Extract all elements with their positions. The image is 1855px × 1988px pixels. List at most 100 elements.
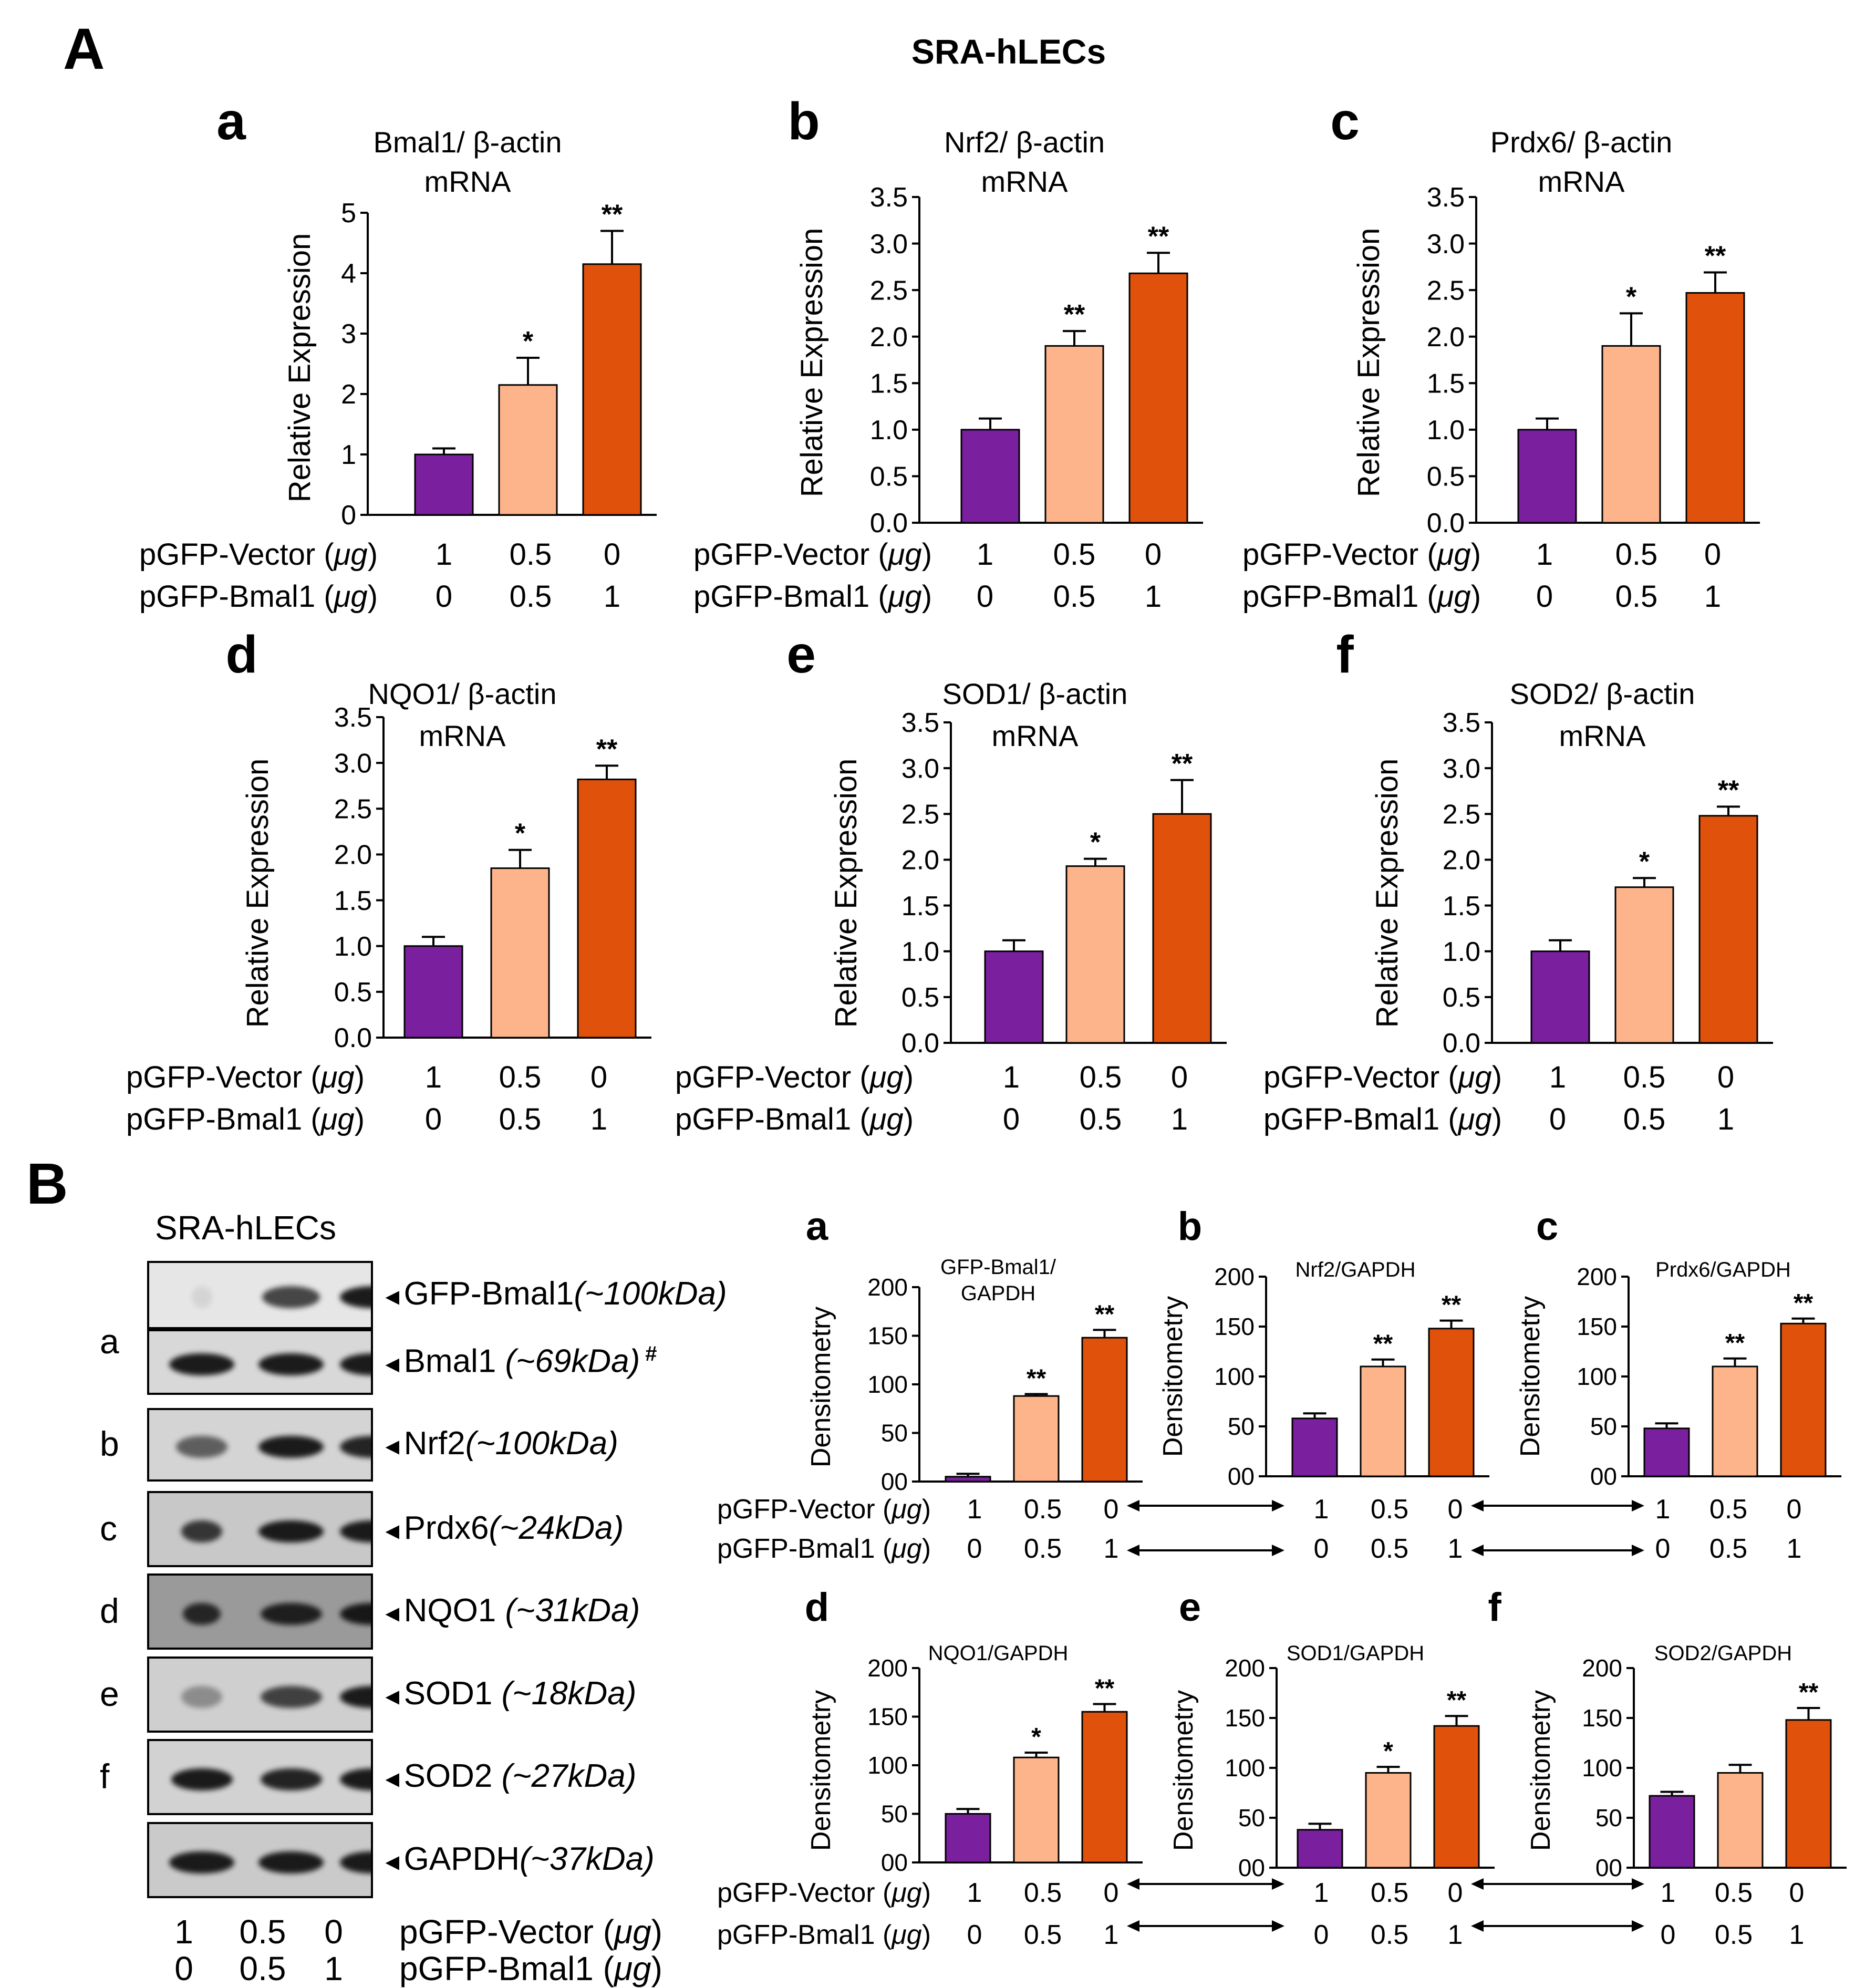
row-label-vector-A-a: pGFP-Vector (μg) [139, 537, 378, 572]
row-value-vector-B-c-1: 0.5 [1709, 1494, 1747, 1525]
chart-title-B-f: SOD2/GAPDH [1654, 1642, 1792, 1665]
row-value-bmal1-A-d-2: 1 [590, 1102, 607, 1136]
y-tick-label-A-b-4: 2.0 [870, 322, 908, 353]
link-arrow-1-0-a-head-left [1127, 1878, 1139, 1890]
blot-protein-name: Nrf2 [403, 1425, 465, 1462]
blot-band-4-1 [260, 1602, 322, 1625]
row-value-vector-B-e-2: 0 [1448, 1878, 1463, 1908]
row-value-bmal1-A-a-0: 0 [436, 579, 452, 614]
y-axis-label-B-f: Densitometry [1526, 1690, 1556, 1851]
row-value-bmal1-B-a-2: 1 [1104, 1534, 1119, 1564]
y-tick-label-A-a-3: 3 [341, 319, 356, 349]
y-tick-label-A-f-2: 1.0 [1443, 937, 1480, 967]
row-label-bmal1-A-b: pGFP-Bmal1 (μg) [693, 579, 932, 614]
blot-band-1-1 [258, 1353, 324, 1375]
blot-protein-size: (~24kDa) [489, 1509, 624, 1546]
y-tick-label-B-e-0: 00 [1238, 1854, 1265, 1881]
blot-protein-size: (~37kDa) [520, 1840, 655, 1877]
chart-title-B-e: SOD1/GAPDH [1287, 1642, 1424, 1665]
y-tick-label-B-c-3: 150 [1577, 1313, 1617, 1340]
link-arrow-0-1-a-head-right [1272, 1545, 1284, 1556]
bar-B-a-1 [1013, 1395, 1060, 1483]
panel-letter-B-b: b [1178, 1204, 1202, 1249]
significance-A-f-1: * [1639, 846, 1650, 877]
row-value-bmal1-A-a-2: 1 [604, 579, 620, 614]
blot-label-3: ◄Prdx6(~24kDa) [381, 1509, 624, 1547]
y-tick-label-A-a-1: 1 [341, 440, 356, 470]
y-tick-label-A-b-6: 3.0 [870, 229, 908, 260]
y-tick-label-A-a-2: 2 [341, 379, 356, 410]
y-tick-label-B-a-1: 50 [881, 1420, 908, 1447]
blot-vector-value-2: 0 [324, 1913, 343, 1951]
bar-A-a-1 [498, 384, 558, 516]
panel-letter-A-d: d [225, 625, 257, 684]
y-tick-label-B-a-3: 150 [867, 1322, 908, 1350]
link-arrow-1-1-b-head-left [1471, 1920, 1484, 1932]
chart-subtitle-A-e: mRNA [992, 719, 1079, 752]
blot-label-4: ◄NQO1 (~31kDa) [381, 1592, 640, 1629]
bar-B-e-1 [1365, 1772, 1412, 1869]
row-label-bmal1-A-c: pGFP-Bmal1 (μg) [1242, 579, 1481, 614]
y-tick-label-B-f-0: 00 [1595, 1854, 1622, 1881]
y-tick-label-B-e-2: 100 [1225, 1754, 1265, 1782]
row-label-vector-B-a: pGFP-Vector (μg) [717, 1494, 931, 1525]
bar-B-d-1 [1013, 1756, 1060, 1863]
y-tick-label-B-c-1: 50 [1590, 1413, 1617, 1440]
chart-subtitle-A-f: mRNA [1559, 719, 1646, 752]
row-value-bmal1-A-e-2: 1 [1171, 1102, 1188, 1136]
significance-A-b-1: ** [1064, 299, 1085, 330]
bar-B-b-2 [1428, 1328, 1475, 1477]
row-value-vector-B-d-1: 0.5 [1024, 1878, 1062, 1908]
y-tick-label-A-c-4: 2.0 [1427, 322, 1465, 353]
row-value-bmal1-B-a-1: 0.5 [1024, 1534, 1062, 1564]
blot-band-6-1 [260, 1768, 322, 1790]
row-label-bmal1-A-e: pGFP-Bmal1 (μg) [675, 1102, 914, 1136]
row-value-vector-A-c-0: 1 [1536, 537, 1553, 572]
significance-B-a-1: ** [1027, 1365, 1046, 1393]
y-axis-label-B-c: Densitometry [1515, 1296, 1546, 1457]
row-value-bmal1-A-d-0: 0 [425, 1102, 442, 1136]
panel-letter-A-c: c [1330, 92, 1360, 151]
figure-title: SRA-hLECs [911, 32, 1106, 71]
blot-band-6-2 [340, 1768, 371, 1790]
y-tick-label-A-d-2: 1.0 [334, 931, 372, 962]
y-tick-label-A-f-5: 2.5 [1443, 799, 1480, 830]
significance-B-a-2: ** [1095, 1300, 1115, 1328]
row-value-bmal1-B-d-1: 0.5 [1024, 1920, 1062, 1950]
bar-B-d-2 [1081, 1711, 1128, 1863]
bar-B-c-2 [1780, 1322, 1827, 1477]
row-label-vector-A-c: pGFP-Vector (μg) [1242, 537, 1481, 572]
row-value-vector-B-e-0: 1 [1314, 1878, 1329, 1908]
row-value-bmal1-B-d-2: 1 [1104, 1920, 1119, 1950]
blot-protein-size: (~31kDa) [505, 1592, 640, 1629]
blot-bmal1-value-2: 1 [324, 1950, 343, 1987]
bar-B-f-2 [1785, 1719, 1832, 1869]
panel-letter-B-f: f [1488, 1585, 1501, 1630]
y-axis-label-A-b: Relative Expression [795, 228, 829, 498]
blot-arrow-icon: ◄ [381, 1600, 404, 1627]
row-value-bmal1-B-b-2: 1 [1448, 1534, 1463, 1564]
y-tick-label-B-e-1: 50 [1238, 1804, 1265, 1831]
row-value-bmal1-B-d-0: 0 [967, 1920, 982, 1950]
blot-band-2-2 [340, 1436, 371, 1458]
y-axis-label-B-b: Densitometry [1158, 1296, 1188, 1457]
significance-B-d-1: * [1031, 1723, 1041, 1751]
blot-band-4-2 [340, 1602, 371, 1625]
y-tick-label-B-d-4: 200 [867, 1654, 908, 1682]
y-tick-label-A-b-0: 0.0 [870, 508, 908, 539]
row-value-vector-A-e-2: 0 [1171, 1060, 1188, 1094]
significance-A-c-2: ** [1705, 241, 1726, 271]
blot-footnote-mark: # [645, 1342, 657, 1365]
row-value-bmal1-A-c-0: 0 [1536, 579, 1553, 614]
y-tick-label-B-a-2: 100 [867, 1371, 908, 1398]
chart-title-A-f: SOD2/ β-actin [1510, 677, 1695, 710]
row-label-vector-A-b: pGFP-Vector (μg) [693, 537, 932, 572]
blot-vector-value-0: 1 [174, 1913, 193, 1951]
y-tick-label-A-d-7: 3.5 [334, 702, 372, 733]
chart-subtitle-A-c: mRNA [1538, 165, 1625, 198]
significance-B-b-1: ** [1373, 1330, 1393, 1358]
bar-A-b-1 [1044, 345, 1104, 524]
y-tick-label-A-d-0: 0.0 [334, 1023, 372, 1053]
significance-B-b-2: ** [1442, 1291, 1462, 1319]
bar-A-c-2 [1685, 292, 1745, 524]
